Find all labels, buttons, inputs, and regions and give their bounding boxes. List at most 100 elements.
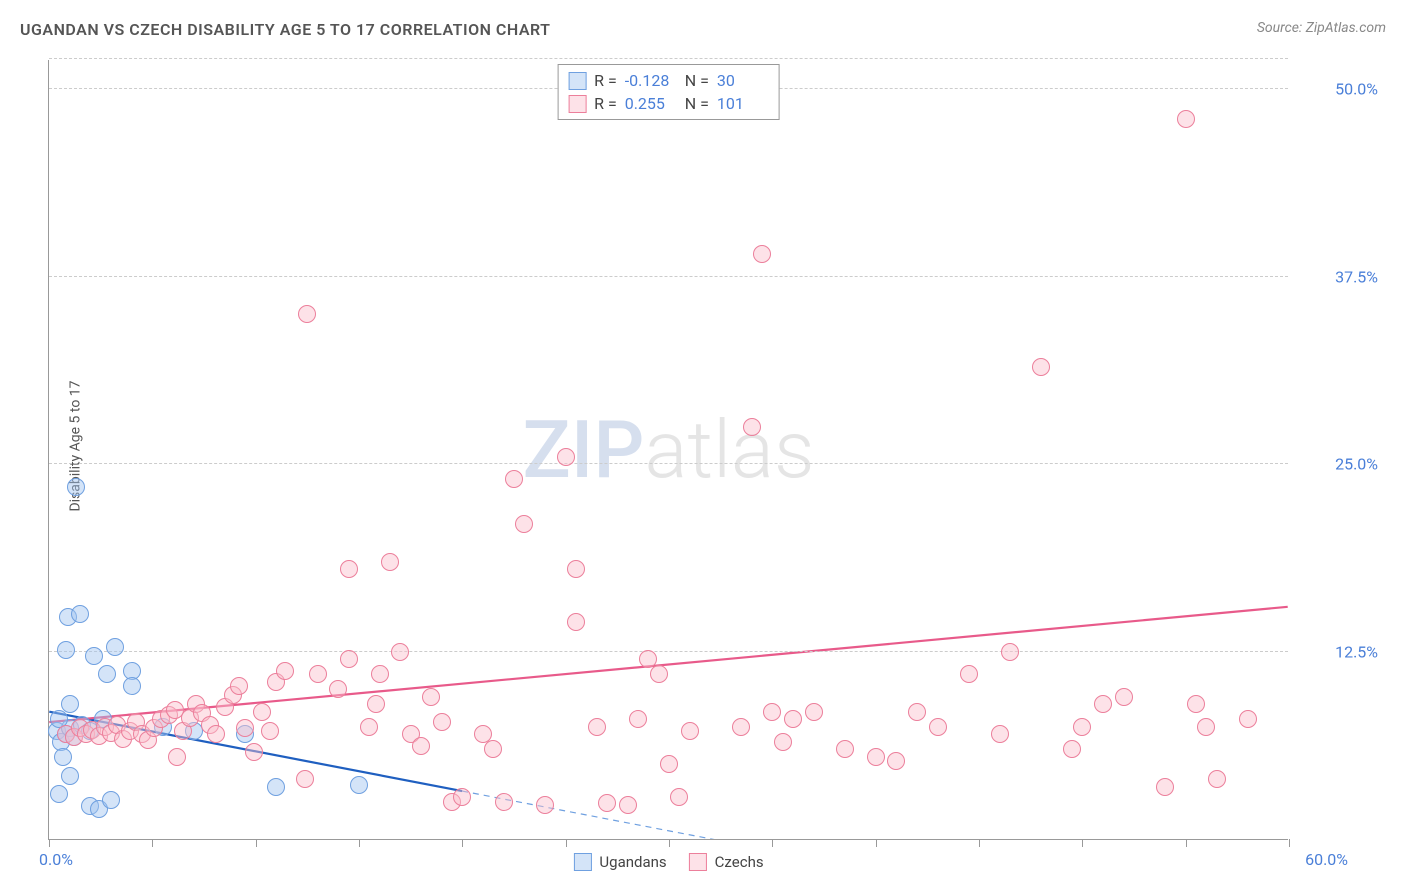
czech-point [619,796,637,814]
czech-point [340,650,358,668]
ugandan-point [71,605,89,623]
czech-point [867,748,885,766]
czech-point [495,793,513,811]
source-attribution: Source: ZipAtlas.com [1257,20,1386,36]
x-tick [152,839,153,847]
grid-line [49,651,1288,652]
czech-point [732,718,750,736]
czech-point [1177,110,1195,128]
r-value: -0.128 [625,71,677,90]
x-axis-max-label: 60.0% [1305,850,1348,869]
r-value: 0.255 [625,94,677,113]
legend-item: Czechs [689,853,764,871]
czech-point [1032,358,1050,376]
x-tick [462,839,463,847]
czech-point [433,713,451,731]
czech-point [598,794,616,812]
czech-point [168,748,186,766]
czech-point [536,796,554,814]
legend-swatch [689,853,707,871]
ugandan-point [50,785,68,803]
czech-point [629,710,647,728]
czech-point [340,560,358,578]
ugandan-point [102,791,120,809]
x-tick [566,839,567,847]
czech-point [908,703,926,721]
x-axis-min-label: 0.0% [39,850,73,869]
ugandan-point [61,767,79,785]
ugandan-point [54,748,72,766]
x-tick [1186,839,1187,847]
czech-point [670,788,688,806]
czech-point [505,470,523,488]
czech-point [245,743,263,761]
x-tick [979,839,980,847]
correlation-stats-legend: R =-0.128N =30R =0.255N =101 [557,64,780,120]
czech-point [329,680,347,698]
czech-point [588,718,606,736]
czech-point [1094,695,1112,713]
n-value: 30 [717,71,769,90]
czech-point [1239,710,1257,728]
czech-point [367,695,385,713]
czech-point [887,752,905,770]
czech-point [774,733,792,751]
chart-title: UGANDAN VS CZECH DISABILITY AGE 5 TO 17 … [20,20,551,39]
czech-point [207,725,225,743]
grid-line [49,276,1288,277]
x-tick [876,839,877,847]
czech-point [484,740,502,758]
czech-point [309,665,327,683]
czech-point [763,703,781,721]
series-legend: Ugandans Czechs [573,853,763,871]
czech-point [276,662,294,680]
r-label: R = [594,71,617,90]
czech-point [650,665,668,683]
legend-item: Ugandans [573,853,666,871]
czech-point [753,245,771,263]
czech-point [230,677,248,695]
legend-swatch [573,853,591,871]
grid-line [49,58,1288,59]
ugandan-point [350,776,368,794]
czech-point [681,722,699,740]
czech-point [836,740,854,758]
czech-point [412,737,430,755]
stats-legend-row: R =0.255N =101 [568,92,769,115]
czech-point [381,553,399,571]
x-tick [1289,839,1290,847]
x-tick [256,839,257,847]
trend-lines-layer [49,60,1288,839]
czech-point [567,613,585,631]
watermark-atlas: atlas [644,403,814,497]
czech-point [453,788,471,806]
legend-label: Ugandans [599,853,666,871]
ugandan-point [57,641,75,659]
czech-point [1156,778,1174,796]
czech-point [371,665,389,683]
x-tick [669,839,670,847]
watermark-zip: ZIP [523,403,645,497]
x-tick [1082,839,1083,847]
czech-point [660,755,678,773]
czech-point [567,560,585,578]
ugandan-point [61,695,79,713]
r-label: R = [594,94,617,113]
ugandan-point [67,478,85,496]
x-tick [49,839,50,847]
czech-point [743,418,761,436]
czech-point [805,703,823,721]
czech-point [991,725,1009,743]
n-label: N = [685,71,709,90]
czech-point [1073,718,1091,736]
ugandan-point [267,778,285,796]
czech-point [515,515,533,533]
czech-point [261,722,279,740]
czech-point [360,718,378,736]
czech-point [422,688,440,706]
n-label: N = [685,94,709,113]
legend-swatch [568,72,586,90]
x-tick [772,839,773,847]
czech-point [784,710,802,728]
czech-point [1208,770,1226,788]
